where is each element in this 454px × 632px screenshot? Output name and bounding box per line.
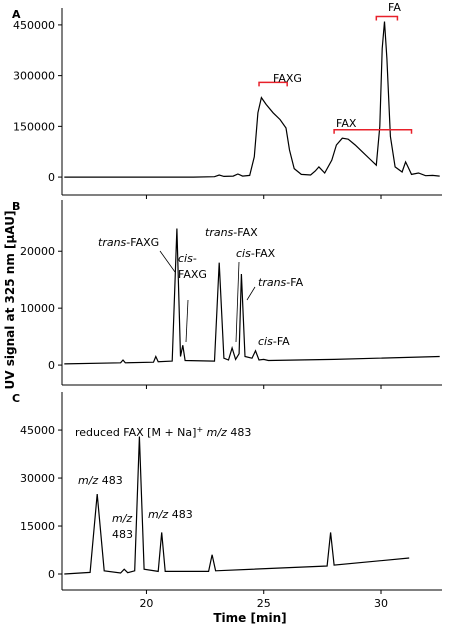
y-tick-label: 30000 <box>20 472 55 485</box>
x-tick-label: 30 <box>374 597 388 610</box>
y-axis-label: UV signal at 325 nm [µAU] <box>3 211 17 390</box>
data-line <box>64 21 440 178</box>
panel-label: B <box>12 200 20 213</box>
annotation: cis- <box>178 252 197 265</box>
annotation: m/z <box>112 512 132 525</box>
annotation-part: -FAX <box>233 226 258 239</box>
y-tick-label: 150000 <box>13 120 55 133</box>
annotation-part: m/z <box>78 474 98 487</box>
annotation: m/z 483 <box>148 508 193 521</box>
annotation: cis-FA <box>258 335 290 348</box>
bracket <box>258 81 288 87</box>
x-axis-label: Time [min] <box>213 611 286 625</box>
annotation-part: -FA <box>286 276 303 289</box>
pointer <box>235 261 240 343</box>
bracket <box>333 128 413 134</box>
panel-label: A <box>12 8 21 21</box>
y-tick-label: 0 <box>48 568 55 581</box>
annotation-part: trans <box>258 276 287 289</box>
y-tick-label: 45000 <box>20 424 55 437</box>
annotation: FAXG <box>178 268 207 281</box>
x-tick-label: 25 <box>257 597 271 610</box>
annotation-part: m/z <box>112 512 132 525</box>
pointer <box>159 250 176 273</box>
data-line <box>64 228 440 365</box>
annotation-part: cis <box>258 335 273 348</box>
panel-label: C <box>12 392 20 405</box>
annotation: 483 <box>112 528 133 541</box>
annotation: trans-FAXG <box>98 236 159 249</box>
annotation-part: -FAXG <box>126 236 159 249</box>
annotation-part: 483 <box>112 528 133 541</box>
y-tick-label: 10000 <box>20 302 55 315</box>
annotation-part: trans <box>98 236 127 249</box>
annotation-part: -FAX <box>251 247 276 260</box>
y-tick-label: 300000 <box>13 70 55 83</box>
annotation: FA <box>388 1 401 14</box>
y-tick-label: 0 <box>48 171 55 184</box>
pointer-lines <box>159 250 256 343</box>
annotation: FAX <box>336 117 357 130</box>
annotation: FAXG <box>273 72 302 85</box>
annotation: trans-FA <box>258 276 304 289</box>
y-tick-label: 15000 <box>20 520 55 533</box>
annotation: m/z 483 <box>78 474 123 487</box>
annotation-part: m/z <box>148 508 168 521</box>
pointer <box>185 299 189 343</box>
y-tick-label: 0 <box>48 359 55 372</box>
annotation-part: 483 <box>168 508 193 521</box>
annotation-part: FA <box>388 1 401 14</box>
annotation: cis-FAX <box>236 247 276 260</box>
y-tick-label: 20000 <box>20 245 55 258</box>
data-line <box>64 436 410 575</box>
annotation: trans-FAX <box>205 226 258 239</box>
annotation-part: cis <box>236 247 251 260</box>
annotation-part: 483 <box>227 426 252 439</box>
annotation-part: trans <box>205 226 234 239</box>
annotation-part: + <box>196 425 203 434</box>
annotation-part: FAX <box>336 117 357 130</box>
annotation-part: 483 <box>98 474 123 487</box>
annotation-part: FAXG <box>178 268 207 281</box>
annotation: reduced FAX [M + Na]+ m/z 483 <box>75 425 251 440</box>
annotation-part: -FA <box>273 335 290 348</box>
annotation-part: m/z <box>207 426 227 439</box>
bracket <box>375 15 399 21</box>
annotation-part: - <box>193 252 197 265</box>
pointer <box>246 286 256 301</box>
annotation-part: FAXG <box>273 72 302 85</box>
annotation-part: reduced FAX [M + Na] <box>75 426 196 439</box>
y-tick-label: 450000 <box>13 19 55 32</box>
annotation-part: cis <box>178 252 193 265</box>
x-tick-label: 20 <box>139 597 153 610</box>
